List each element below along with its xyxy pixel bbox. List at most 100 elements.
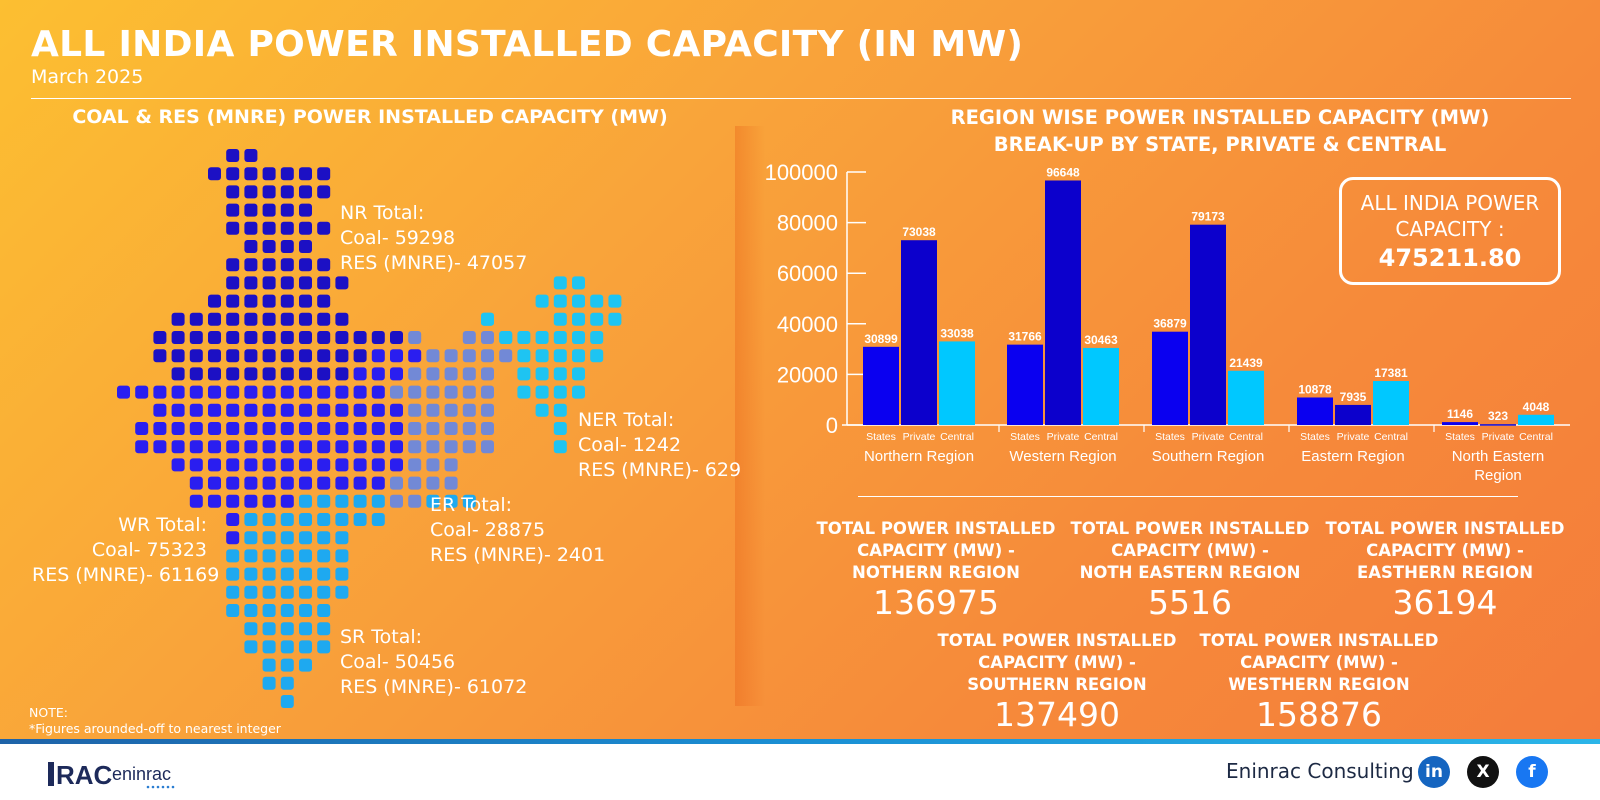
map-dot-wr xyxy=(280,440,294,454)
map-dot-nr xyxy=(353,349,367,363)
y-tick-label: 0 xyxy=(826,413,838,438)
map-dot-sr xyxy=(244,549,258,563)
map-dot-wr xyxy=(262,440,276,454)
map-dot-er xyxy=(444,440,458,454)
series-tick-label: Private xyxy=(1192,431,1225,443)
series-tick-label: Private xyxy=(1047,431,1080,443)
map-dot-nr xyxy=(335,331,349,344)
map-dot-sr xyxy=(299,585,312,599)
map-dot-ner xyxy=(535,367,549,381)
linkedin-icon[interactable]: in xyxy=(1418,756,1450,788)
map-dot-er xyxy=(481,385,494,399)
bar-central xyxy=(939,341,975,425)
map-dot-nr xyxy=(226,349,240,363)
map-dot-wr xyxy=(353,476,367,490)
map-dot-wr xyxy=(171,385,185,399)
map-dot-nr xyxy=(299,276,312,290)
map-dot-nr xyxy=(262,312,276,326)
map-dot-sr xyxy=(280,531,294,545)
map-dot-sr xyxy=(299,604,312,617)
map-dot-wr xyxy=(189,476,203,490)
er-label: ER Total: Coal- 28875 RES (MNRE)- 2401 xyxy=(430,493,605,568)
data-label: 33038 xyxy=(940,326,974,340)
note: NOTE: *Figures arounded-off to nearest i… xyxy=(29,705,281,737)
map-dot-sr xyxy=(317,494,331,508)
map-dot-er xyxy=(499,349,513,363)
map-dot-wr xyxy=(208,403,221,417)
map-dot-wr xyxy=(189,403,203,417)
stat-label: TOTAL POWER INSTALLED CAPACITY (MW) - EA… xyxy=(1325,519,1565,582)
series-tick-label: States xyxy=(1155,431,1185,443)
sr-coal: Coal- 50456 xyxy=(340,651,456,673)
map-dot-wr xyxy=(371,476,385,490)
sr-res: RES (MNRE)- 61072 xyxy=(340,676,528,698)
eninrac-logo[interactable]: RAC eninrac xyxy=(48,758,188,790)
map-dot-ner xyxy=(553,294,567,308)
x-icon[interactable]: X xyxy=(1467,756,1499,788)
map-dot-ner xyxy=(608,294,622,308)
map-dot-nr xyxy=(299,258,312,272)
map-dot-nr xyxy=(208,167,221,181)
ner-coal: Coal- 1242 xyxy=(578,434,682,456)
map-dot-nr xyxy=(262,221,276,235)
map-dot-sr xyxy=(335,567,349,581)
map-dot-sr xyxy=(244,567,258,581)
map-dot-sr xyxy=(299,567,312,581)
map-dot-wr xyxy=(117,385,130,399)
bar-private xyxy=(1190,224,1226,425)
divider xyxy=(858,496,1518,497)
map-dot-er xyxy=(426,476,440,490)
map-dot-wr xyxy=(280,494,294,508)
nr-res: RES (MNRE)- 47057 xyxy=(340,252,528,274)
map-dot-ner xyxy=(553,403,567,417)
map-dot-nr xyxy=(226,258,240,272)
stat-value: 158876 xyxy=(1256,695,1382,734)
map-dot-wr xyxy=(226,513,240,526)
y-tick-label: 40000 xyxy=(777,312,838,337)
map-dot-wr xyxy=(280,422,294,435)
stat-value: 36194 xyxy=(1392,583,1498,622)
map-dot-wr xyxy=(244,403,258,417)
map-dot-ner xyxy=(608,312,622,326)
map-dot-wr xyxy=(353,422,367,435)
stat-label: TOTAL POWER INSTALLED CAPACITY (MW) - NO… xyxy=(816,519,1056,582)
map-dot-sr xyxy=(262,622,276,636)
map-dot-nr xyxy=(262,349,276,363)
map-dot-wr xyxy=(189,494,203,508)
map-dot-er xyxy=(426,385,440,399)
wr-coal: Coal- 75323 xyxy=(91,539,207,561)
total-value: 475211.80 xyxy=(1378,244,1522,272)
map-dot-ner xyxy=(553,276,567,290)
map-dot-wr xyxy=(371,422,385,435)
map-dot-wr xyxy=(317,385,331,399)
y-tick-label: 60000 xyxy=(777,261,838,286)
map-dot-er xyxy=(408,476,422,490)
map-dot-er xyxy=(444,458,458,472)
stat-value: 137490 xyxy=(994,695,1120,734)
map-dot-er xyxy=(408,385,422,399)
map-dot-wr xyxy=(317,476,331,490)
map-dot-nr xyxy=(317,221,331,235)
map-dot-ner xyxy=(517,349,531,363)
map-dot-wr xyxy=(353,458,367,472)
bar-states xyxy=(1007,344,1043,425)
ner-res: RES (MNRE)- 629 xyxy=(578,459,742,481)
map-dot-ner xyxy=(553,440,567,454)
map-dot-nr xyxy=(262,167,276,181)
map-dot-er xyxy=(426,440,440,454)
data-label: 73038 xyxy=(902,225,936,239)
map-dot-sr xyxy=(317,604,331,617)
map-dot-sr xyxy=(244,531,258,545)
map-dot-nr xyxy=(317,294,331,308)
map-dot-nr xyxy=(226,149,240,162)
stat-value: 5516 xyxy=(1148,583,1232,622)
map-dot-nr xyxy=(335,349,349,363)
ner-label: NER Total: Coal- 1242 RES (MNRE)- 629 xyxy=(578,408,741,483)
map-dot-wr xyxy=(153,403,167,417)
map-dot-wr xyxy=(244,476,258,490)
map-dot-er xyxy=(390,476,403,490)
map-dot-wr xyxy=(244,458,258,472)
facebook-icon[interactable]: f xyxy=(1516,756,1548,788)
y-tick-label: 80000 xyxy=(777,211,838,236)
map-dot-nr xyxy=(244,185,258,199)
